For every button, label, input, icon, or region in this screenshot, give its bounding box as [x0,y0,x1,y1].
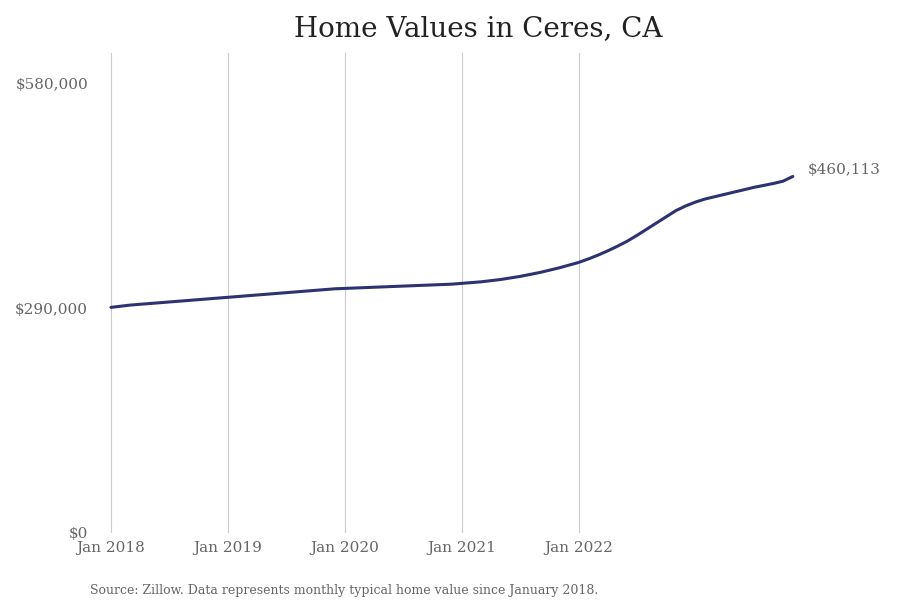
Text: Source: Zillow. Data represents monthly typical home value since January 2018.: Source: Zillow. Data represents monthly … [90,584,598,597]
Title: Home Values in Ceres, CA: Home Values in Ceres, CA [294,15,663,42]
Text: $460,113: $460,113 [807,163,880,177]
